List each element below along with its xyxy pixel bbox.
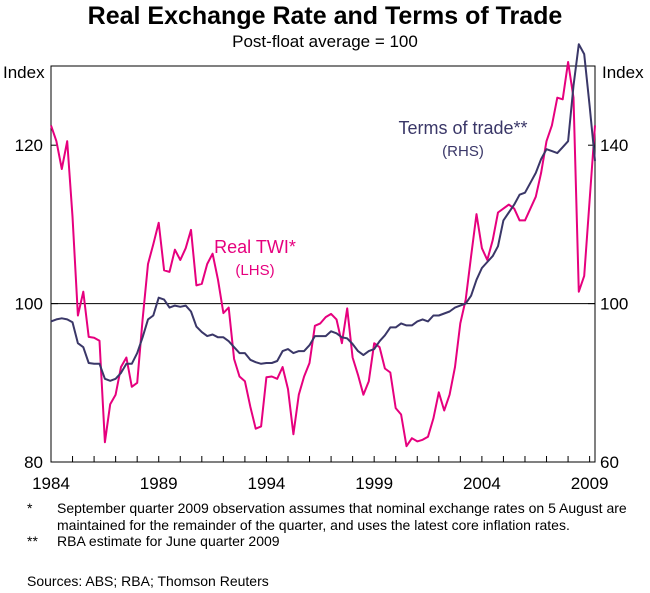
right-axis-tick-label: 100 bbox=[600, 295, 628, 314]
series-label-terms-of-trade: Terms of trade** bbox=[398, 118, 527, 138]
series-line-terms-of-trade bbox=[50, 43, 596, 382]
right-axis-tick-label: 60 bbox=[600, 453, 619, 472]
left-axis-unit: Index bbox=[3, 63, 45, 82]
footnote-real-twi: * September quarter 2009 observation ass… bbox=[27, 500, 627, 533]
plot-frame bbox=[50, 65, 596, 463]
chart-canvas: 80 100 120 60 100 140 1984 1989 1994 1999 2004 2009… bbox=[15, 43, 628, 493]
series-label-terms-of-trade-axis: (RHS) bbox=[442, 143, 484, 160]
left-axis-tick-label: 120 bbox=[15, 136, 43, 155]
right-axis-unit: Index bbox=[602, 63, 644, 82]
chart-title: Real Exchange Rate and Terms of Trade bbox=[87, 2, 563, 30]
footnote-terms-of-trade: ** RBA estimate for June quarter 2009 bbox=[27, 533, 627, 550]
footnote-mark: ** bbox=[27, 533, 38, 549]
sources: Sources: ABS; RBA; Thomson Reuters bbox=[27, 573, 269, 589]
footnotes: * September quarter 2009 observation ass… bbox=[27, 500, 627, 550]
series-label-real-twi: Real TWI* bbox=[214, 237, 296, 257]
x-axis-tick-label: 1999 bbox=[355, 474, 393, 493]
x-axis-tick-label: 1994 bbox=[248, 474, 286, 493]
footnote-text: RBA estimate for June quarter 2009 bbox=[57, 533, 280, 549]
chart-subtitle: Post-float average = 100 bbox=[232, 32, 418, 51]
x-axis-tick-label: 1984 bbox=[32, 474, 70, 493]
x-axis-tick-label: 1989 bbox=[140, 474, 178, 493]
footnote-mark: * bbox=[27, 500, 33, 516]
left-axis-tick-label: 80 bbox=[24, 453, 43, 472]
x-axis-tick-label: 2009 bbox=[571, 474, 609, 493]
footnote-text: September quarter 2009 observation assum… bbox=[57, 500, 627, 533]
x-axis-tick-label: 2004 bbox=[463, 474, 501, 493]
right-axis-tick-label: 140 bbox=[600, 136, 628, 155]
left-axis-tick-label: 100 bbox=[15, 295, 43, 314]
series-line-real-twi bbox=[50, 61, 596, 448]
series-label-real-twi-axis: (LHS) bbox=[235, 262, 274, 279]
